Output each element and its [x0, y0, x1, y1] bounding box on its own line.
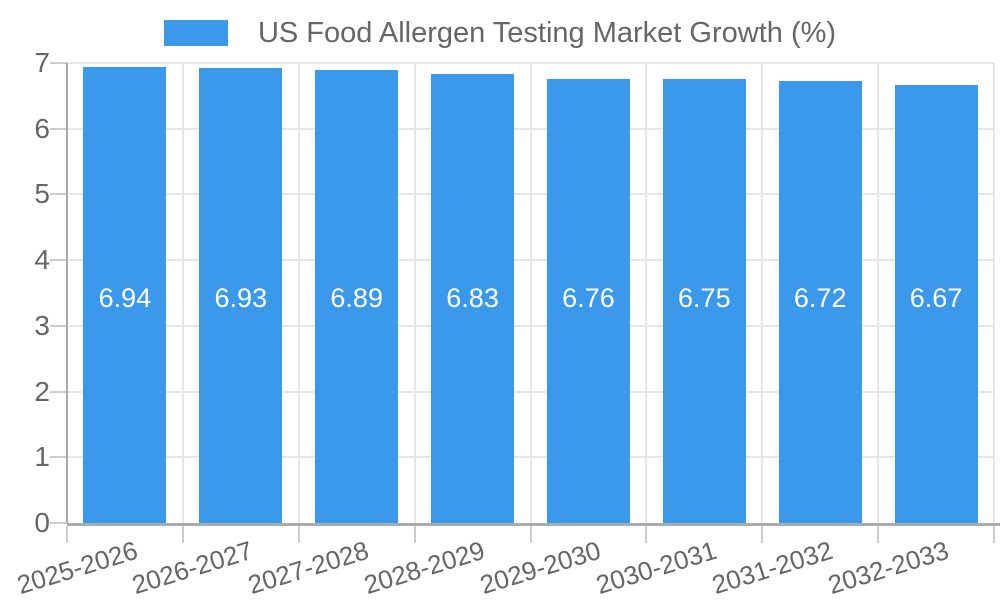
x-axis-tick-mark [877, 526, 880, 543]
bar-value-label: 6.76 [562, 283, 615, 313]
y-axis-tick-label: 2 [34, 375, 50, 407]
y-axis-tick-mark [50, 522, 67, 524]
y-axis-tick-mark [50, 62, 67, 64]
bar-value-label: 6.67 [909, 283, 963, 313]
x-axis-tick-label: 2029-2030 [476, 535, 605, 600]
bar-value-label: 6.83 [446, 283, 499, 313]
x-axis-tick-mark [181, 526, 184, 543]
legend[interactable]: US Food Allergen Testing Market Growth (… [0, 17, 1000, 49]
y-axis-tick-mark [50, 324, 67, 327]
bar-value-label: 6.94 [98, 283, 152, 313]
x-axis-tick-label: 2027-2028 [244, 535, 373, 600]
vertical-gridline [413, 63, 416, 523]
y-axis-tick-label: 1 [34, 441, 50, 473]
bar-value-label: 6.93 [214, 283, 268, 313]
bar-value-label: 6.75 [678, 283, 731, 313]
vertical-gridline [645, 63, 648, 523]
vertical-gridline [529, 63, 532, 523]
y-axis-tick-label: 3 [34, 309, 50, 341]
x-axis-tick-mark [645, 526, 648, 543]
bar[interactable] [431, 74, 515, 523]
x-axis-tick-label: 2032-2033 [824, 535, 952, 600]
y-axis-tick-mark [50, 390, 67, 393]
y-axis-tick-mark [50, 456, 67, 459]
x-axis-tick-mark [993, 526, 995, 543]
vertical-gridline [181, 63, 184, 523]
y-axis-tick-label: 7 [34, 47, 50, 78]
x-axis-tick-label: 2028-2029 [360, 535, 489, 600]
x-axis-tick-label: 2025-2026 [13, 535, 141, 600]
legend-label: US Food Allergen Testing Market Growth (… [257, 17, 837, 49]
y-axis-tick-label: 6 [34, 112, 50, 144]
y-axis-tick-mark [50, 193, 67, 196]
bar[interactable] [778, 81, 862, 523]
y-axis-tick-label: 5 [34, 178, 50, 210]
x-axis-tick-label: 2030-2031 [592, 535, 721, 600]
bar[interactable] [662, 79, 746, 523]
x-axis-line [67, 523, 1000, 526]
x-axis-tick-mark [529, 526, 532, 543]
bar[interactable] [199, 67, 283, 523]
bar-value-label: 6.72 [793, 283, 847, 313]
x-axis-tick-mark [66, 526, 68, 543]
y-axis-line [66, 63, 68, 523]
legend-swatch-icon[interactable] [163, 20, 228, 46]
x-axis-tick-mark [297, 526, 300, 543]
vertical-gridline [993, 63, 995, 523]
y-axis-tick-label: 0 [34, 507, 50, 538]
y-axis-tick-mark [50, 127, 67, 130]
x-axis-tick-label: 2026-2027 [128, 535, 257, 600]
bar-value-label: 6.89 [330, 283, 383, 313]
vertical-gridline [877, 63, 880, 523]
bar[interactable] [894, 84, 978, 523]
y-axis-tick-label: 4 [34, 244, 50, 276]
vertical-gridline [761, 63, 764, 523]
x-axis-tick-label: 2031-2032 [708, 535, 836, 600]
y-axis-tick-mark [50, 259, 67, 262]
x-axis-tick-mark [761, 526, 764, 543]
bar[interactable] [546, 78, 630, 523]
vertical-gridline [297, 63, 300, 523]
x-axis-tick-mark [413, 526, 416, 543]
bar[interactable] [315, 70, 399, 523]
bar[interactable] [83, 66, 167, 523]
